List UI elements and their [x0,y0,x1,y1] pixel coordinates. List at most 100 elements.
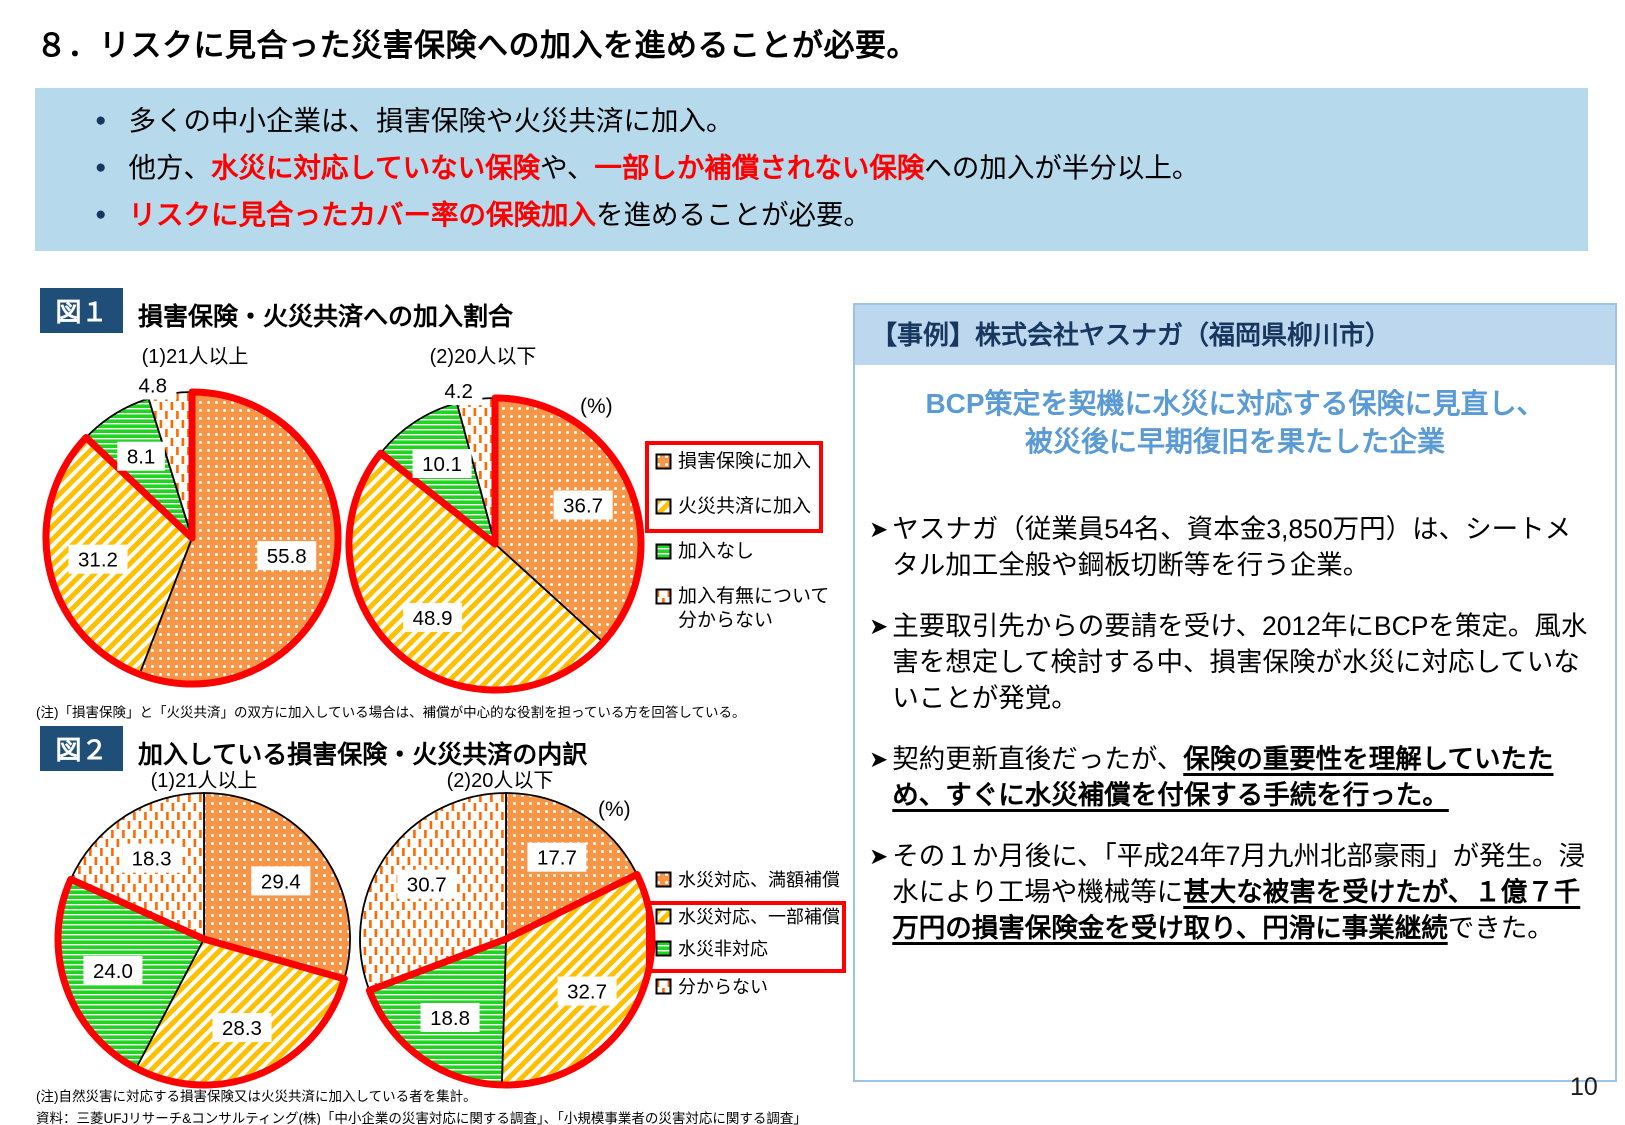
pie-slice-label-box [420,1002,480,1032]
figure2-legend: 水災対応、満額補償 水災対応、一部補償 水災非対応 分からない [655,868,885,999]
case-bullet-text: 契約更新直後だったが、保険の重要性を理解していたため、すぐに水災補償を付保する手… [892,743,1554,810]
legend-swatch-icon [655,498,672,515]
pie-chart-fig1-over20: 55.8 31.2 8.1 4.8 [42,370,342,688]
legend-swatch-icon [655,940,672,957]
pie-slice-label: 30.7 [407,874,447,897]
case-study-list: ➤ ヤスナガ（従業員54名、資本金3,850万円）は、シートメタル加工全般や鋼板… [855,511,1615,946]
legend-swatch-icon [655,908,672,925]
pie-slice-label: 8.1 [127,446,156,469]
figure2-legend-highlight-box [646,901,846,973]
figure1-legend: 損害保険に加入 火災共済に加入 加入なし 加入有無について 分からない [655,450,885,631]
pie-slice-label: 48.9 [413,607,453,630]
legend-item: 損害保険に加入 [655,450,885,474]
legend-swatch-icon [655,978,672,995]
highlight-outline [345,394,645,694]
figure1-unit-label: (%) [580,395,613,418]
pie-slice-label-box [83,955,143,985]
pie-slice-label-box [128,370,177,400]
page-title: ８．リスクに見合った災害保険への加入を進めることが必要。 [36,28,918,63]
pie-slice-label-box [122,843,182,873]
pie-slice-label-box [557,976,617,1006]
highlight-outline [365,871,656,1089]
legend-label: 火災共済に加入 [678,496,812,517]
pie-slice-label-box [257,541,317,571]
case-study-panel: 【事例】株式会社ヤスナガ（福岡県柳川市） BCP策定を契機に水災に対応する保険に… [853,303,1617,1082]
summary-box: ● 多くの中小企業は、損害保険や火災共済に加入。 ● 他方、水災に対応していない… [35,88,1588,251]
pie-slice-label: 55.8 [267,545,307,568]
legend-swatch-icon [655,588,672,605]
figure2-unit-label: (%) [598,798,631,821]
pie-slice-label-box [412,448,472,478]
pie-slice-label-box [212,1013,272,1043]
pie-chart-fig1-under20: 36.7 48.9 10.1 4.2 [345,376,645,694]
pie-slice-label-box [117,441,165,471]
pie-slice-label-box [251,866,311,896]
arrow-bullet-icon: ➤ [869,842,889,869]
summary-bullet-text: リスクに見合ったカバー率の保険加入を進めることが必要。 [128,199,871,230]
page-number: 10 [1570,1073,1598,1101]
summary-list: ● 多くの中小企業は、損害保険や火災共済に加入。 ● 他方、水災に対応していない… [35,88,1588,233]
arrow-bullet-icon: ➤ [869,745,889,772]
pie-slice-label: 10.1 [422,453,462,476]
arrow-bullet-icon: ➤ [869,515,889,542]
legend-swatch-icon [655,871,672,888]
figure2-pie1-subtitle: (1)21人以上 [150,770,258,792]
pie-slice-label-box [553,490,613,520]
bullet-dot-icon: ● [95,204,107,225]
pie-slice-label-box [68,544,128,574]
figure1-title: 損害保険・火災共済への加入割合 [138,303,514,331]
summary-bullet-text: 多くの中小企業は、損害保険や火災共済に加入。 [128,105,734,136]
pie-slice-label: 4.8 [138,374,167,397]
pie-slice-label: 17.7 [537,847,577,870]
legend-swatch-icon [655,453,672,470]
pie-slice-label: 32.7 [567,981,607,1004]
pie-slice-label: 29.4 [261,870,301,893]
pie-slice-label-box [397,869,457,899]
legend-label: 水災対応、満額補償 [678,870,840,890]
legend-item: 分からない [655,975,885,999]
legend-label: 分からない [678,977,768,997]
legend-item: 加入有無について 分からない [655,585,885,631]
figure2-note: (注)自然災害に対応する損害保険又は火災共済に加入している者を集計。 [36,1089,477,1104]
case-bullet-text: ヤスナガ（従業員54名、資本金3,850万円）は、シートメタル加工全般や鋼板切断… [892,513,1572,580]
legend-item: 火災共済に加入 [655,495,885,519]
figure2-pie2-subtitle: (2)20人以下 [446,770,554,792]
pie-slice-label-box [527,842,587,872]
summary-bullet-2: ● 他方、水災に対応していない保険や、一部しか補償されない保険への加入が半分以上… [59,150,1568,186]
pie-slice-label: 36.7 [563,495,603,518]
legend-label: 加入有無について 分からない [678,586,830,631]
case-study-header: 【事例】株式会社ヤスナガ（福岡県柳川市） [855,305,1615,365]
highlight-outline [54,875,348,1089]
pie-slice-label: 18.3 [132,848,172,871]
figure1-badge: 図１ [40,288,123,333]
highlight-outline [42,388,342,688]
bullet-dot-icon: ● [95,157,107,178]
figure1-legend-highlight-box [645,441,823,533]
pie-slice-label: 28.3 [222,1017,262,1040]
pie-slice-label: 31.2 [78,549,118,572]
case-bullet-4: ➤ その１か月後に、「平成24年7月九州北部豪雨」が発生。浸水により工場や機械等… [869,838,1595,946]
legend-item: 加入なし [655,540,885,564]
case-study-subtitle: BCP策定を契機に水災に対応する保険に見直し、 被災後に早期復旧を果たした企業 [925,388,1545,457]
summary-bullet-3: ● リスクに見合ったカバー率の保険加入を進めることが必要。 [59,197,1568,233]
pie-slice-label-box [434,376,483,406]
legend-label: 水災対応、一部補償 [678,907,840,927]
figure1-note: (注)「損害保険」と「火災共済」の双方に加入している場合は、補償が中心的な役割を… [36,705,746,720]
figure1-pie1-subtitle: (1)21人以上 [141,346,249,368]
case-bullet-3: ➤ 契約更新直後だったが、保険の重要性を理解していたため、すぐに水災補償を付保す… [869,741,1595,813]
legend-item: 水災非対応 [655,937,885,961]
figure1-pie2-subtitle: (2)20人以下 [429,346,537,368]
bullet-dot-icon: ● [95,110,107,131]
arrow-bullet-icon: ➤ [869,612,889,639]
case-bullet-text: 主要取引先からの要請を受け、2012年にBCPを策定。風水害を想定して検討する中… [892,610,1588,713]
pie-chart-fig2-over20: 29.4 28.3 24.0 18.3 [54,792,351,1089]
summary-bullet-1: ● 多くの中小企業は、損害保険や火災共済に加入。 [59,103,1568,139]
figure2-badge: 図２ [40,726,123,771]
source-note: 資料：三菱UFJリサーチ&コンサルティング(株)「中小企業の災害対応に関する調査… [36,1111,807,1125]
legend-label: 加入なし [678,541,755,562]
legend-item: 水災対応、一部補償 [655,905,885,929]
pie-slice-label: 24.0 [93,960,133,983]
pie-slice-label: 18.8 [430,1007,470,1030]
case-bullet-1: ➤ ヤスナガ（従業員54名、資本金3,850万円）は、シートメタル加工全般や鋼板… [869,511,1595,583]
